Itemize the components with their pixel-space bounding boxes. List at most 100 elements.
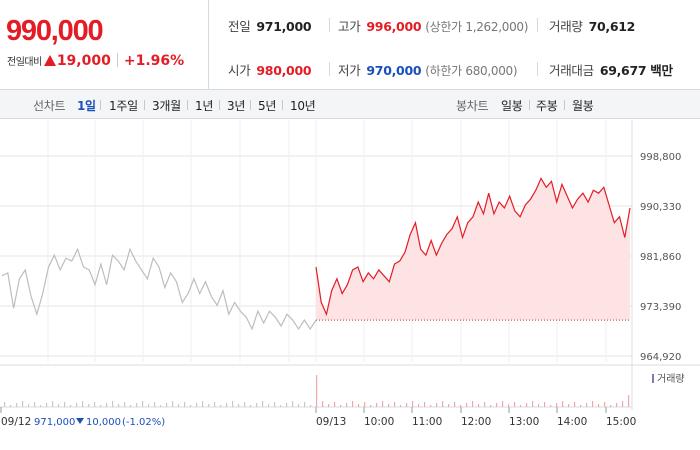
y-tick-label: 964,920 bbox=[640, 352, 681, 363]
stat-trade-value: 거래대금 69,677 백만 bbox=[549, 60, 673, 79]
x-tick-label: 09/13 bbox=[316, 416, 346, 428]
volume-bar bbox=[526, 403, 528, 407]
volume-bar bbox=[262, 401, 264, 407]
volume-bar bbox=[532, 401, 534, 407]
divider bbox=[529, 100, 530, 110]
x-tick-label: 12:00 bbox=[461, 416, 491, 428]
divider bbox=[116, 53, 118, 67]
volume-bar bbox=[460, 405, 462, 407]
divider bbox=[537, 18, 538, 32]
divider bbox=[329, 18, 330, 32]
volume-bar bbox=[352, 401, 354, 407]
tab-monthly-candle[interactable]: 월봉 bbox=[572, 99, 594, 113]
y-tick-label: 973,390 bbox=[640, 302, 681, 313]
series-line-prev-day bbox=[1, 247, 317, 331]
volume-bar bbox=[244, 402, 246, 407]
x-tick-label: 09/12 bbox=[1, 416, 31, 428]
volume-bar bbox=[22, 401, 24, 407]
volume-bar bbox=[364, 402, 366, 407]
volume-legend-swatch bbox=[652, 374, 654, 383]
tab-3y[interactable]: 3년 bbox=[227, 99, 246, 113]
triangle-down-icon bbox=[76, 418, 84, 424]
x-tick-label: 14:00 bbox=[557, 416, 587, 428]
chart-period-tabs: 선차트 1일 1주일 3개월 1년 3년 5년 10년 봉차트 일봉 주봉 월봉 bbox=[0, 90, 700, 119]
x-tick-label: 10:00 bbox=[364, 416, 394, 428]
volume-bar bbox=[418, 404, 420, 407]
volume-bar bbox=[94, 402, 96, 407]
volume-bar bbox=[64, 402, 66, 407]
volume-bar bbox=[424, 402, 426, 407]
volume-bar bbox=[118, 404, 120, 407]
tab-weekly-candle[interactable]: 주봉 bbox=[536, 99, 558, 113]
volume-bar bbox=[412, 401, 414, 407]
volume-bar bbox=[124, 402, 126, 407]
volume-bar bbox=[448, 404, 450, 407]
stat-value: 70,612 bbox=[588, 19, 636, 34]
volume-bar bbox=[520, 405, 522, 407]
volume-bar bbox=[316, 375, 318, 407]
y-tick-label: 981,860 bbox=[640, 252, 681, 263]
volume-bar bbox=[514, 402, 516, 407]
volume-bar bbox=[466, 403, 468, 407]
volume-bar bbox=[106, 403, 108, 407]
tab-1y[interactable]: 1년 bbox=[195, 99, 214, 113]
volume-bar bbox=[322, 401, 324, 407]
volume-bar bbox=[196, 403, 198, 407]
volume-bar bbox=[292, 401, 294, 407]
stat-open: 시가 980,000 bbox=[228, 60, 312, 79]
tab-10y[interactable]: 10년 bbox=[290, 99, 316, 113]
volume-bar bbox=[178, 404, 180, 407]
y-tick-label: 990,330 bbox=[640, 202, 681, 213]
stat-label: 저가 bbox=[338, 63, 361, 78]
volume-bar bbox=[328, 404, 330, 407]
volume-bar bbox=[238, 404, 240, 407]
volume-bar bbox=[382, 401, 384, 407]
series-area-today bbox=[316, 178, 630, 321]
change-amount: 19,000 bbox=[56, 53, 111, 69]
volume-bar bbox=[100, 405, 102, 407]
volume-bar bbox=[394, 402, 396, 407]
stat-value: 996,000 bbox=[366, 19, 422, 34]
volume-bar bbox=[250, 405, 252, 407]
x-tick-label: 15:00 bbox=[606, 416, 636, 428]
volume-bar bbox=[34, 402, 36, 407]
volume-bar bbox=[208, 404, 210, 407]
triangle-up-icon bbox=[43, 55, 56, 66]
stock-quote-panel: 990,000 전일대비 19,000 +1.96% 전일 971,000 고가 996… bbox=[0, 0, 700, 90]
divider bbox=[250, 100, 251, 110]
volume-bar bbox=[280, 405, 282, 407]
x-tick-label: 13:00 bbox=[509, 416, 539, 428]
volume-bar bbox=[574, 402, 576, 407]
volume-bar bbox=[214, 402, 216, 407]
divider bbox=[144, 100, 145, 110]
price-chart[interactable]: 거래량 998,800 990,330 981,860 973,390 964,920 0… bbox=[0, 120, 700, 450]
volume-bar bbox=[346, 403, 348, 407]
tab-1d[interactable]: 1일 bbox=[77, 99, 96, 113]
change-label: 전일대비 bbox=[7, 57, 42, 68]
volume-bar bbox=[172, 401, 174, 407]
volume-bar bbox=[4, 402, 6, 407]
volume-bar bbox=[28, 404, 30, 407]
volume-bar bbox=[388, 404, 390, 407]
volume-bar bbox=[166, 403, 168, 407]
volume-bar bbox=[598, 404, 600, 407]
volume-bar bbox=[556, 403, 558, 407]
tab-daily-candle[interactable]: 일봉 bbox=[501, 99, 523, 113]
volume-bar bbox=[154, 402, 156, 407]
volume-bar bbox=[220, 405, 222, 407]
stat-low: 저가 970,000 (하한가 680,000) bbox=[338, 60, 518, 79]
volume-bar bbox=[88, 404, 90, 407]
volume-bar bbox=[496, 403, 498, 407]
volume-bar bbox=[268, 404, 270, 407]
volume-bar bbox=[568, 404, 570, 407]
stat-volume: 거래량 70,612 bbox=[549, 16, 635, 35]
divider bbox=[282, 100, 283, 110]
volume-bar bbox=[256, 403, 258, 407]
stat-high: 고가 996,000 (상한가 1,262,000) bbox=[338, 16, 528, 35]
tab-1w[interactable]: 1주일 bbox=[109, 99, 138, 113]
tab-3m[interactable]: 3개월 bbox=[152, 99, 181, 113]
volume-bar bbox=[40, 405, 42, 407]
tab-5y[interactable]: 5년 bbox=[258, 99, 277, 113]
volume-bar bbox=[160, 405, 162, 407]
volume-bar bbox=[628, 395, 630, 407]
